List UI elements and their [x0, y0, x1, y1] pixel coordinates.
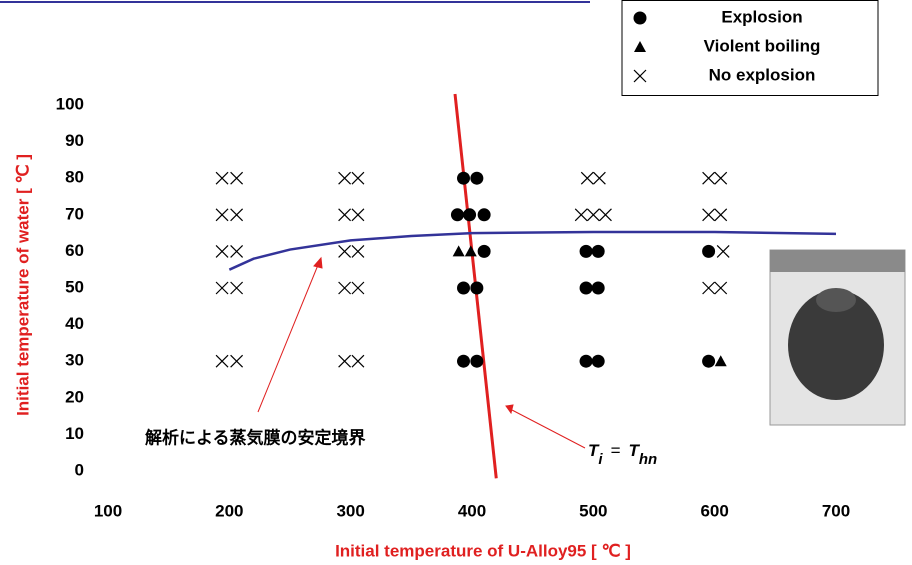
marker-cross — [352, 245, 364, 257]
y-tick-label: 60 — [65, 241, 84, 260]
marker-triangle — [453, 245, 465, 256]
annotation: Ti=Thn — [588, 441, 657, 467]
marker-cross — [593, 172, 605, 184]
y-tick-label: 80 — [65, 168, 84, 187]
x-tick-label: 400 — [458, 501, 486, 520]
x-tick-label: 500 — [579, 501, 607, 520]
annotation-part: = — [611, 441, 621, 460]
marker-cross — [352, 355, 364, 367]
marker-circle — [478, 208, 491, 221]
marker-cross — [216, 209, 228, 221]
marker-cross — [339, 172, 351, 184]
marker-circle — [592, 282, 605, 295]
annotation-arrows — [258, 258, 585, 448]
annotation-part: i — [598, 451, 603, 468]
marker-triangle — [715, 355, 727, 366]
marker-circle — [580, 355, 593, 368]
marker-cross — [703, 172, 715, 184]
y-tick-label: 40 — [65, 314, 84, 333]
x-tick-label: 300 — [336, 501, 364, 520]
marker-cross — [717, 245, 729, 257]
x-axis-label: Initial temperature of U-Alloy95 [ ℃ ] — [335, 541, 631, 560]
marker-circle — [702, 245, 715, 258]
annotation: 解析による蒸気膜の安定境界 — [145, 427, 366, 447]
marker-circle — [470, 282, 483, 295]
marker-circle — [580, 282, 593, 295]
legend-label: Violent boiling — [704, 36, 821, 55]
legend-label: No explosion — [709, 65, 816, 84]
marker-cross — [231, 172, 243, 184]
marker-cross — [703, 209, 715, 221]
y-tick-label: 90 — [65, 131, 84, 150]
marker-cross — [715, 172, 727, 184]
marker-circle — [592, 245, 605, 258]
x-tick-label: 600 — [700, 501, 728, 520]
marker-circle — [478, 245, 491, 258]
marker-cross — [339, 355, 351, 367]
marker-circle — [457, 282, 470, 295]
marker-cross — [575, 209, 587, 221]
page: 解析による蒸気膜の安定境界 Ti=Thn Initial temperature… — [0, 0, 912, 565]
marker-cross — [715, 209, 727, 221]
marker-cross — [231, 209, 243, 221]
marker-cross — [703, 282, 715, 294]
marker-cross — [352, 282, 364, 294]
marker-cross — [339, 282, 351, 294]
marker-cross — [216, 282, 228, 294]
chart: 解析による蒸気膜の安定境界 Ti=Thn Initial temperature… — [0, 0, 912, 565]
y-tick-label: 0 — [75, 460, 84, 479]
marker-circle — [457, 355, 470, 368]
marker-cross — [587, 209, 599, 221]
marker-circle — [470, 355, 483, 368]
marker-circle — [463, 208, 476, 221]
marker-cross — [352, 172, 364, 184]
marker-triangle — [465, 245, 477, 256]
y-tick-label: 50 — [65, 277, 84, 296]
annotation-part: hn — [639, 451, 657, 468]
marker-cross — [715, 282, 727, 294]
x-tick-label: 100 — [94, 501, 122, 520]
marker-cross — [599, 209, 611, 221]
legend-marker — [634, 12, 647, 25]
y-tick-label: 10 — [65, 424, 84, 443]
y-tick-label: 20 — [65, 387, 84, 406]
photo — [770, 250, 905, 425]
marker-cross — [231, 355, 243, 367]
marker-cross — [352, 209, 364, 221]
y-tick-label: 70 — [65, 204, 84, 223]
x-tick-label: 200 — [215, 501, 243, 520]
legend-label: Explosion — [721, 7, 802, 26]
marker-cross — [339, 209, 351, 221]
marker-cross — [216, 172, 228, 184]
marker-cross — [231, 282, 243, 294]
marker-circle — [580, 245, 593, 258]
marker-circle — [470, 172, 483, 185]
y-tick-label: 30 — [65, 351, 84, 370]
marker-circle — [451, 208, 464, 221]
marker-circle — [457, 172, 470, 185]
marker-cross — [339, 245, 351, 257]
marker-circle — [592, 355, 605, 368]
marker-cross — [216, 245, 228, 257]
y-axis-label: Initial temperature of water [ ℃ ] — [13, 154, 32, 416]
marker-cross — [581, 172, 593, 184]
y-tick-label: 100 — [56, 94, 84, 113]
marker-circle — [702, 355, 715, 368]
x-tick-label: 700 — [822, 501, 850, 520]
marker-cross — [231, 245, 243, 257]
marker-cross — [216, 355, 228, 367]
